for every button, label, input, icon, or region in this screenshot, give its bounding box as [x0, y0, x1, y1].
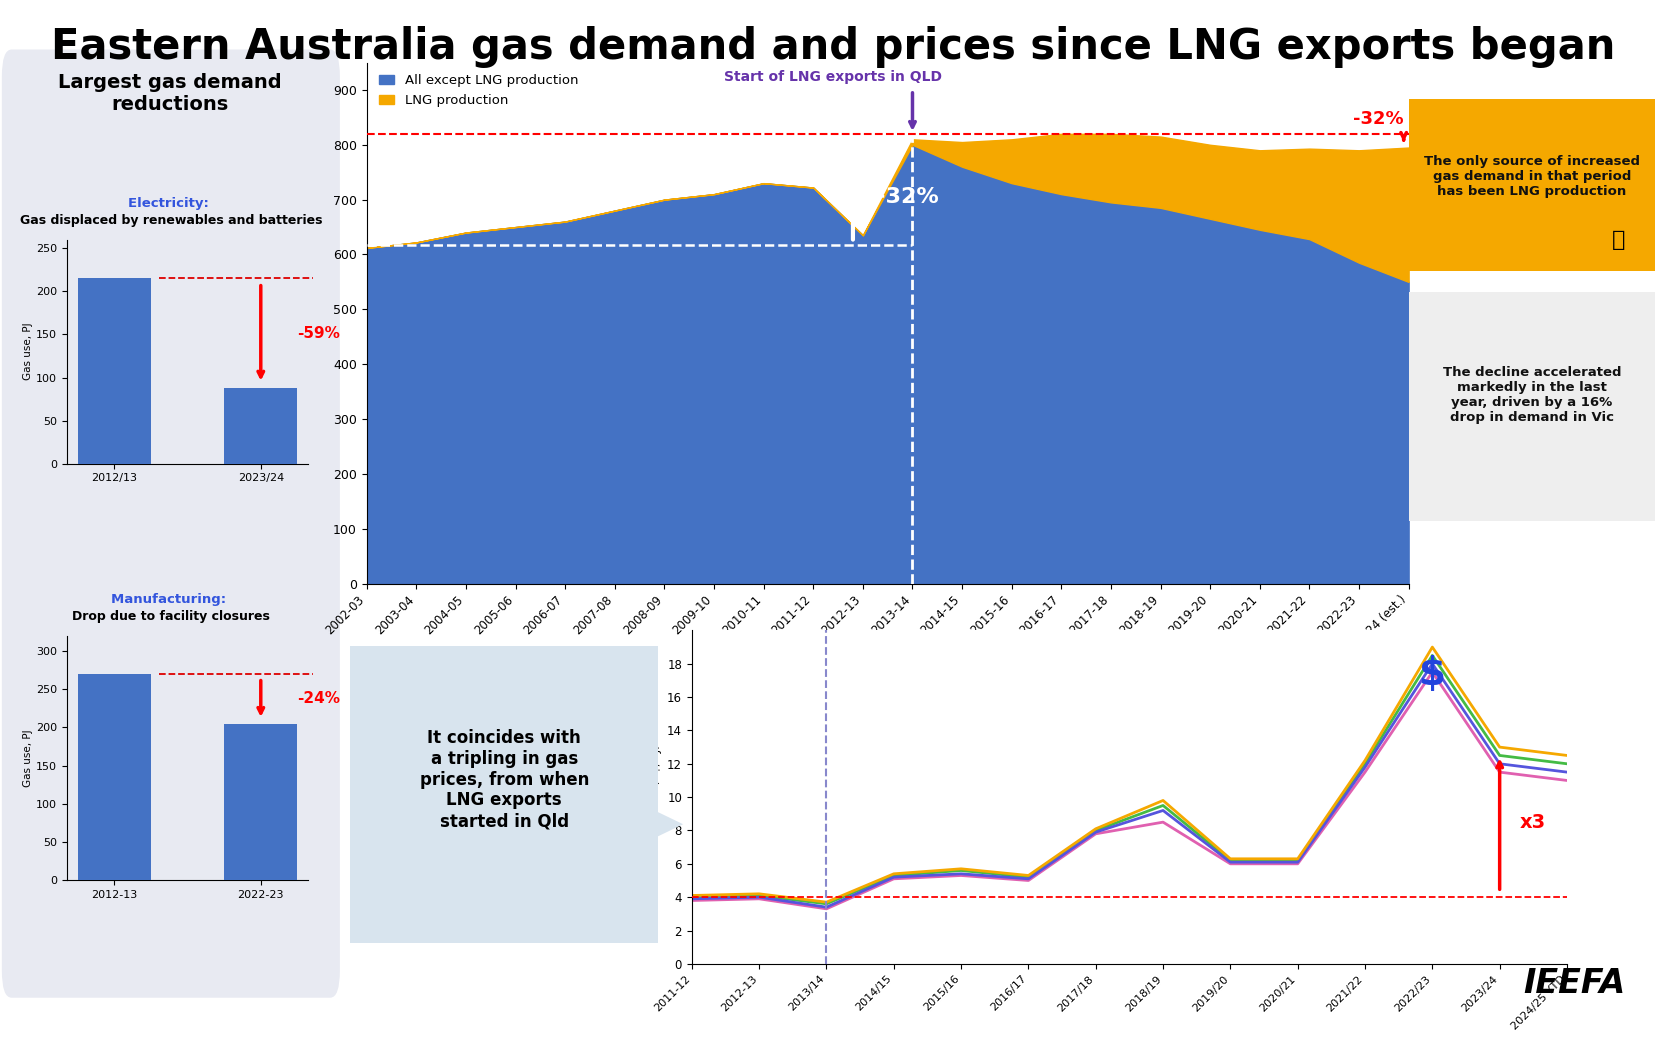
Brisbane	[682, 893, 702, 905]
Adelaide	[817, 897, 837, 910]
Adelaide	[1287, 854, 1307, 867]
Victoria	[1287, 858, 1307, 870]
Line: Sydney: Sydney	[692, 647, 1567, 902]
Brisbane	[1422, 658, 1442, 670]
Victoria	[1490, 766, 1510, 778]
Adelaide	[884, 869, 904, 882]
Line: Victoria: Victoria	[692, 672, 1567, 909]
Text: Gas displaced by renewables and batteries: Gas displaced by renewables and batterie…	[20, 214, 322, 226]
Y-axis label: Gas use, PJ: Gas use, PJ	[23, 323, 33, 380]
Victoria	[1154, 816, 1174, 828]
Victoria	[748, 893, 768, 905]
Line: Brisbane: Brisbane	[692, 664, 1567, 908]
Sydney	[952, 863, 972, 875]
Sydney	[1422, 641, 1442, 653]
Bar	[223, 723, 297, 880]
Adelaide	[682, 891, 702, 903]
Y-axis label: Gas use, PJ: Gas use, PJ	[23, 729, 33, 787]
Adelaide	[1085, 824, 1105, 837]
Adelaide	[748, 889, 768, 901]
Sydney	[1355, 754, 1375, 767]
Brisbane	[1355, 761, 1375, 773]
FancyBboxPatch shape	[2, 49, 340, 998]
Brisbane	[1154, 804, 1174, 817]
Brisbane	[1490, 758, 1510, 770]
Sydney	[1557, 749, 1577, 762]
Brisbane	[748, 891, 768, 903]
Text: -24%: -24%	[297, 691, 340, 706]
Text: Manufacturing:: Manufacturing:	[112, 593, 230, 605]
Text: x3: x3	[1520, 813, 1545, 832]
Text: Drop due to facility closures: Drop due to facility closures	[72, 610, 270, 622]
Victoria	[1422, 666, 1442, 678]
Sydney	[1085, 822, 1105, 835]
Sydney	[1019, 869, 1039, 882]
Sydney	[1287, 852, 1307, 865]
Text: Eastern Australia gas demand and prices since LNG exports began: Eastern Australia gas demand and prices …	[52, 26, 1615, 68]
FancyBboxPatch shape	[338, 635, 670, 954]
Adelaide	[1355, 758, 1375, 770]
Text: -32%: -32%	[1354, 110, 1404, 128]
Adelaide	[1019, 871, 1039, 884]
Victoria	[1220, 858, 1240, 870]
Adelaide	[1422, 649, 1442, 662]
Text: 🏭: 🏭	[1612, 230, 1625, 250]
Brisbane	[817, 901, 837, 914]
Victoria	[817, 902, 837, 915]
Text: +32%: +32%	[869, 187, 940, 207]
Victoria	[952, 869, 972, 882]
Brisbane	[1557, 766, 1577, 778]
Brisbane	[1019, 872, 1039, 885]
Sydney	[1490, 741, 1510, 753]
Bar	[78, 674, 152, 880]
Victoria	[884, 872, 904, 885]
Brisbane	[952, 868, 972, 880]
Brisbane	[1085, 826, 1105, 839]
Sydney	[817, 896, 837, 909]
Sydney	[884, 868, 904, 880]
Adelaide	[1490, 749, 1510, 762]
Text: Electricity:: Electricity:	[128, 197, 213, 209]
Brisbane	[1287, 855, 1307, 868]
Y-axis label: Gas prices (A$/GJ): Gas prices (A$/GJ)	[648, 744, 662, 850]
Adelaide	[952, 864, 972, 876]
Adelaide	[1557, 758, 1577, 770]
Text: $: $	[1419, 655, 1445, 693]
Brisbane	[884, 871, 904, 884]
Text: IEEFA: IEEFA	[1524, 967, 1625, 1000]
Bar	[78, 278, 152, 464]
Polygon shape	[652, 810, 683, 839]
Text: Largest gas demand
reductions: Largest gas demand reductions	[58, 73, 282, 114]
Sydney	[1154, 794, 1174, 807]
Victoria	[682, 894, 702, 907]
Sydney	[748, 888, 768, 900]
FancyBboxPatch shape	[1399, 282, 1665, 530]
FancyBboxPatch shape	[1399, 92, 1665, 278]
Text: Start of LNG exports in QLD: Start of LNG exports in QLD	[723, 71, 942, 84]
Adelaide	[1220, 854, 1240, 867]
Text: It coincides with
a tripling in gas
prices, from when
LNG exports
started in Qld: It coincides with a tripling in gas pric…	[420, 729, 588, 830]
Victoria	[1019, 874, 1039, 887]
Line: Adelaide: Adelaide	[692, 655, 1567, 903]
Text: The decline accelerated
markedly in the last
year, driven by a 16%
drop in deman: The decline accelerated markedly in the …	[1442, 366, 1622, 424]
Text: The only source of increased
gas demand in that period
has been LNG production: The only source of increased gas demand …	[1424, 155, 1640, 198]
Brisbane	[1220, 855, 1240, 868]
Victoria	[1557, 774, 1577, 787]
Bar	[223, 388, 297, 464]
Sydney	[682, 889, 702, 901]
Text: -59%: -59%	[297, 326, 340, 341]
Victoria	[1355, 766, 1375, 778]
Sydney	[1220, 852, 1240, 865]
Legend: All except LNG production, LNG production: All except LNG production, LNG productio…	[373, 69, 583, 113]
Victoria	[1085, 827, 1105, 840]
Adelaide	[1154, 799, 1174, 812]
